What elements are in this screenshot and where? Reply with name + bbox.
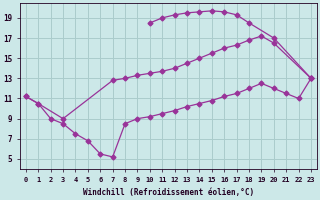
X-axis label: Windchill (Refroidissement éolien,°C): Windchill (Refroidissement éolien,°C) [83, 188, 254, 197]
